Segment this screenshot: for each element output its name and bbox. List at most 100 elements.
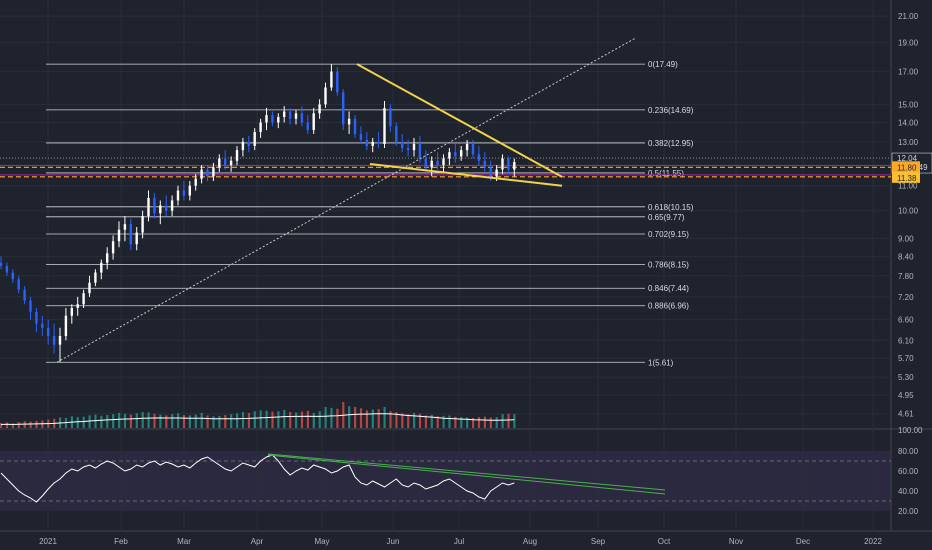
support-levels[interactable] xyxy=(0,157,891,178)
wedge-upper-line xyxy=(356,63,563,178)
fib-level-label: 0.5(11.55) xyxy=(648,169,684,178)
candle-body xyxy=(188,185,191,196)
candle-body xyxy=(0,262,3,266)
candle-body xyxy=(212,167,215,177)
time-tick-label: May xyxy=(314,537,329,546)
volume-bar xyxy=(472,417,475,428)
price-tick-label: 7.20 xyxy=(898,293,914,302)
candle-body xyxy=(277,116,280,123)
volume-bar xyxy=(194,414,197,428)
candle-body xyxy=(100,262,103,273)
volume-ma-line xyxy=(0,413,515,426)
volume-bar xyxy=(436,416,439,428)
candle-body xyxy=(389,107,392,127)
candle-body xyxy=(312,113,315,131)
orange-level-value: 11.80 xyxy=(897,163,917,172)
volume-bar xyxy=(277,411,280,428)
fib-level-label: 1(5.61) xyxy=(648,358,674,367)
candle-body xyxy=(448,152,451,159)
volume-bar xyxy=(359,408,363,428)
candle-body xyxy=(94,272,97,283)
volume-bar xyxy=(289,412,292,428)
volume-bar xyxy=(348,406,351,428)
candle-body xyxy=(224,158,227,166)
candle-body xyxy=(11,272,14,280)
candle-body xyxy=(324,87,327,105)
volume-bar xyxy=(123,413,127,428)
time-axis[interactable]: 2021 Feb Mar Apr May Jun Jul Aug Sep Oct Nov Dec 202… xyxy=(39,537,882,546)
volume-bar xyxy=(29,421,32,428)
rsi-trendline-lower xyxy=(267,454,666,495)
candle-body xyxy=(271,115,274,123)
candle-body xyxy=(206,169,209,177)
volume-bar xyxy=(395,412,398,428)
volume-bar xyxy=(200,412,203,428)
time-tick-label: Dec xyxy=(796,537,810,546)
fib-level-label: 0.702(9.15) xyxy=(648,230,689,239)
candle-body xyxy=(253,132,256,146)
volume-bar xyxy=(283,409,286,428)
candle-body xyxy=(318,104,321,114)
candle-body xyxy=(489,167,492,177)
volume-bar xyxy=(430,414,433,428)
volume-bar xyxy=(295,412,298,428)
candle-body xyxy=(353,118,357,134)
candle-body xyxy=(395,126,398,142)
candle-body xyxy=(165,205,168,211)
volume-bar xyxy=(448,415,451,428)
candle-body xyxy=(412,143,416,151)
volume-bar xyxy=(330,407,333,428)
candle-body xyxy=(495,169,498,177)
fibonacci-retracement[interactable]: 0(17.49) 0.236(14.69) 0.382(12.95) 0.5(11.5… xyxy=(46,60,694,367)
volume-bar xyxy=(41,420,44,428)
candle-body xyxy=(430,160,433,168)
volume-bar xyxy=(35,420,38,428)
price-tick-label: 10.00 xyxy=(898,207,919,216)
rsi-band xyxy=(0,451,891,511)
time-tick-label: Nov xyxy=(729,537,743,546)
candle-body xyxy=(229,160,233,166)
volume-bar xyxy=(153,413,156,428)
volume-bar xyxy=(5,422,9,428)
candle-body xyxy=(247,141,250,146)
volume-bar xyxy=(365,410,368,428)
volume-bar xyxy=(106,414,109,428)
price-tick-label: 4.95 xyxy=(898,391,914,400)
volume-bar xyxy=(306,410,309,428)
volume-bar xyxy=(324,407,327,428)
volume-bar xyxy=(135,413,138,428)
price-tick-label: 9.00 xyxy=(898,234,914,243)
price-tick-label: 5.30 xyxy=(898,373,914,382)
price-tick-label: 4.61 xyxy=(898,410,914,419)
candle-body xyxy=(460,150,463,157)
volume-bar xyxy=(312,412,315,428)
candle-body xyxy=(401,141,404,149)
volume-bar xyxy=(454,416,457,428)
candle-body xyxy=(235,150,239,161)
volume-bar xyxy=(407,414,410,428)
drawings[interactable] xyxy=(56,37,636,363)
volume-bar xyxy=(188,415,191,428)
volume-bar xyxy=(177,413,180,428)
candle-body xyxy=(135,232,138,245)
rsi-trendline-upper xyxy=(267,453,666,491)
volume-bar xyxy=(17,422,20,428)
orange-level-tag xyxy=(892,161,920,173)
volume-bar xyxy=(23,421,26,428)
volume-bar xyxy=(389,411,392,428)
price-axis[interactable]: 21.00 19.00 17.00 15.00 14.00 13.00 11.00 10.00… xyxy=(898,12,923,516)
volume-bar xyxy=(118,412,121,428)
volume-bar xyxy=(442,415,445,428)
volume-bar xyxy=(466,417,469,428)
volume-bar xyxy=(318,411,321,428)
volume-bar xyxy=(159,414,162,428)
volume-bar xyxy=(165,415,168,428)
time-tick-label: Feb xyxy=(114,537,128,546)
price-tick-label: 6.10 xyxy=(898,336,914,345)
price-tick-label: 17.00 xyxy=(898,68,919,77)
volume-bars xyxy=(0,401,516,428)
volume-bar xyxy=(413,412,416,428)
volume-bar xyxy=(147,412,150,428)
